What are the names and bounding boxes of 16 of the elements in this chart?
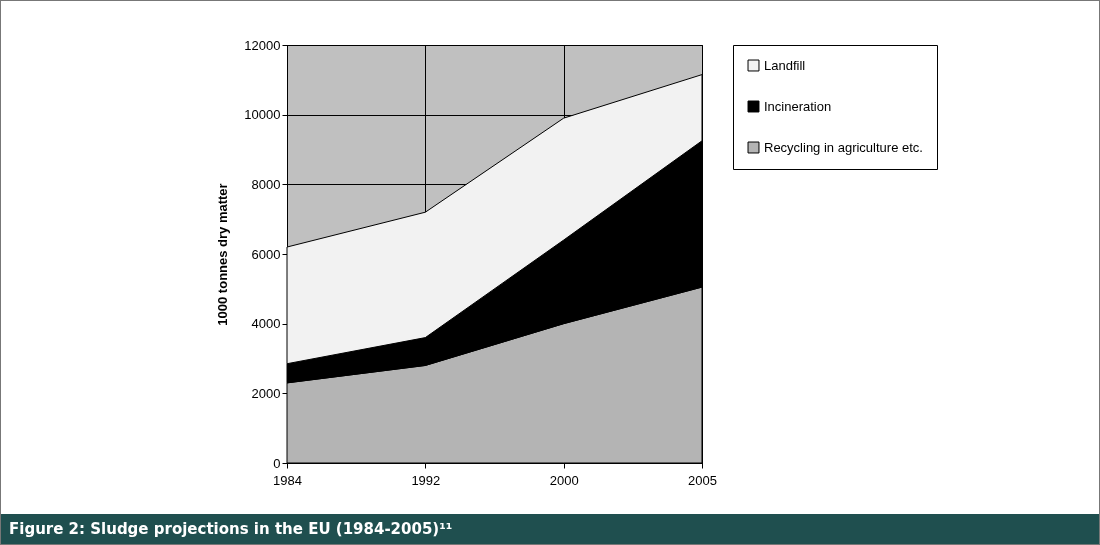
y-tick-label: 2000 (251, 385, 281, 401)
x-tick-label: 1992 (411, 472, 441, 488)
y-tick-label: 6000 (251, 246, 281, 262)
y-tick-label: 12000 (244, 37, 281, 53)
y-tick-label: 4000 (251, 316, 281, 332)
x-tick-label: 2005 (688, 472, 717, 488)
legend-label: Recycling in agriculture etc. (764, 139, 923, 155)
legend-label: Incineration (764, 98, 832, 114)
y-tick-label: 10000 (244, 107, 281, 123)
y-tick-label: 8000 (251, 176, 281, 192)
y-axis-title: 1000 tonnes dry matter (215, 183, 231, 326)
x-tick-label: 2000 (549, 472, 579, 488)
text: Figure 2: Sludge projections in the EU (1984-2005)¹¹ (1, 514, 1099, 544)
legend-label: Landfill (764, 57, 806, 73)
x-tick-label: 1984 (273, 472, 302, 488)
y-tick-label: 0 (273, 455, 281, 471)
